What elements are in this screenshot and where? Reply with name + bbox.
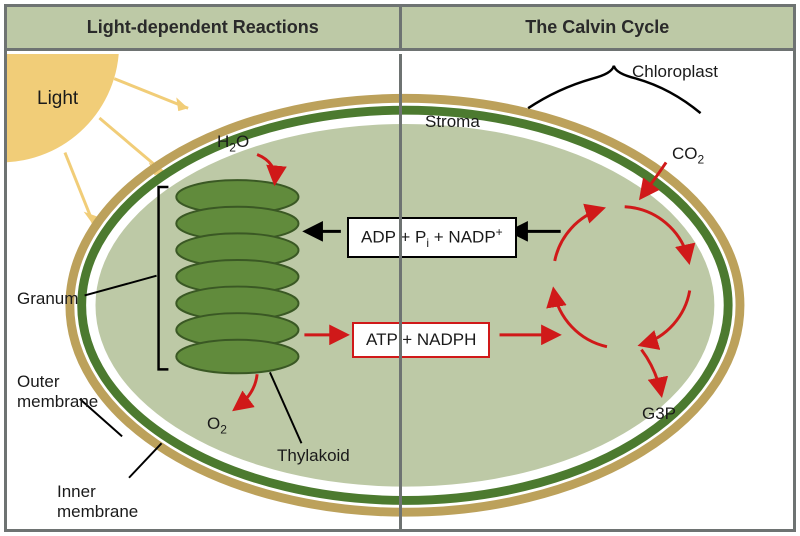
divider-vertical: [399, 54, 402, 529]
header-light-reactions: Light-dependent Reactions: [7, 7, 402, 48]
label-granum: Granum: [17, 289, 78, 309]
box-adp: ADP + Pi + NADP+: [347, 217, 517, 258]
granum-bracket: [159, 187, 169, 369]
box-atp: ATP + NADPH: [352, 322, 490, 358]
lead-thylakoid: [270, 372, 302, 443]
arrow-h2o-in: [257, 155, 275, 183]
header-calvin-cycle: The Calvin Cycle: [402, 7, 794, 48]
lead-inner: [129, 443, 162, 477]
label-co2: CO2: [672, 144, 704, 166]
label-h2o: H2O: [217, 132, 249, 154]
label-inner-membrane: Innermembrane: [57, 482, 138, 521]
granum-stack: [176, 180, 298, 373]
label-thylakoid: Thylakoid: [277, 446, 350, 466]
label-outer-membrane: Outermembrane: [17, 372, 98, 411]
arrow-o2-out: [235, 374, 257, 408]
label-chloroplast: Chloroplast: [632, 62, 718, 82]
arrow-co2-in: [641, 162, 666, 196]
label-g3p: G3P: [642, 404, 676, 424]
calvin-cycle: [554, 207, 690, 347]
chloroplast-shape: [70, 98, 740, 512]
label-stroma: Stroma: [425, 112, 480, 132]
label-light: Light: [37, 88, 78, 110]
arrow-g3p-out: [641, 350, 661, 394]
sun-icon: [7, 54, 188, 226]
lead-granum: [85, 276, 157, 296]
label-o2: O2: [207, 414, 227, 436]
